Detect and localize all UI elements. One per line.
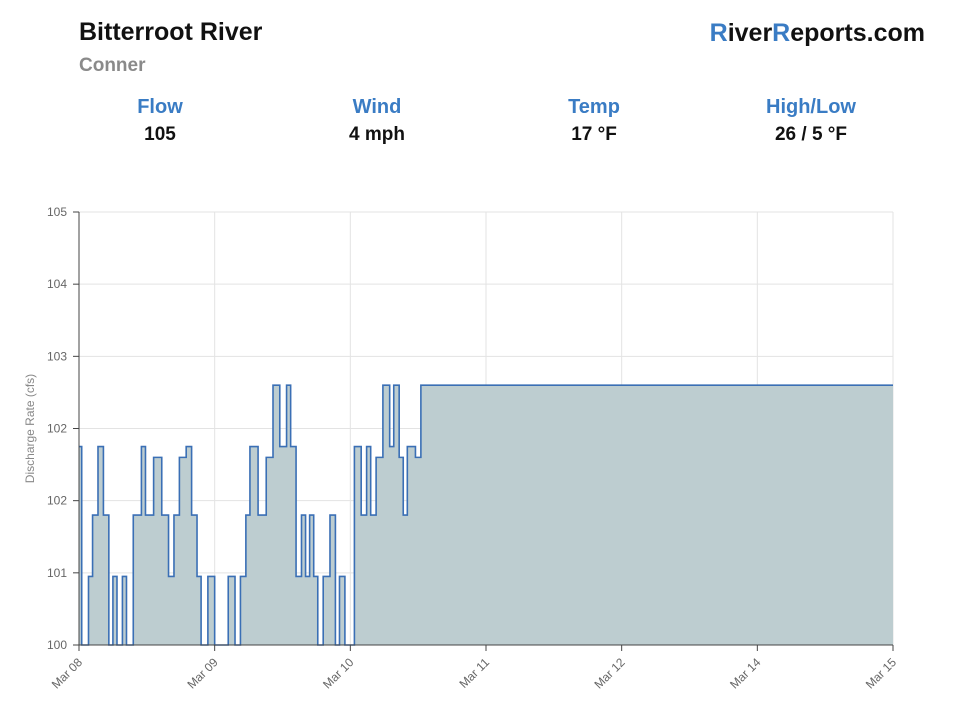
- stat-temp: Temp 17 °F: [494, 96, 694, 146]
- x-tick-label: Mar 11: [456, 655, 492, 691]
- stat-flow-label: Flow: [137, 96, 183, 118]
- x-tick-label: Mar 08: [49, 655, 86, 692]
- stat-flow-value: 105: [144, 124, 176, 145]
- stat-wind-label: Wind: [352, 96, 402, 118]
- brand-text-eports: eports.com: [790, 19, 925, 47]
- brand-letter-r1: R: [709, 19, 728, 47]
- y-tick-label: 102: [47, 494, 67, 508]
- stat-wind-value: 4 mph: [349, 124, 405, 145]
- brand-text-iver: iver: [727, 19, 773, 47]
- y-tick-label: 100: [47, 638, 67, 652]
- stat-temp-value: 17 °F: [571, 124, 617, 145]
- y-tick-label: 104: [47, 277, 67, 291]
- brand-letter-r2: R: [772, 19, 791, 47]
- y-tick-label: 101: [47, 566, 67, 580]
- stat-wind: Wind 4 mph: [277, 96, 477, 146]
- stat-flow: Flow 105: [60, 96, 260, 146]
- stat-highlow: High/Low 26 / 5 °F: [711, 96, 911, 146]
- x-tick-label: Mar 15: [863, 655, 900, 692]
- stat-highlow-value: 26 / 5 °F: [774, 124, 848, 145]
- discharge-area: [79, 385, 893, 645]
- stat-highlow-label: High/Low: [766, 96, 856, 118]
- stat-temp-label: Temp: [568, 96, 620, 118]
- river-title: Bitterroot River: [79, 18, 263, 46]
- x-tick-label: Mar 10: [320, 655, 357, 692]
- x-tick-label: Mar 09: [184, 655, 221, 692]
- y-tick-label: 105: [47, 205, 67, 219]
- brand-logo[interactable]: RiverReports.com: [710, 19, 925, 48]
- y-tick-label: 102: [47, 422, 67, 436]
- x-tick-label: Mar 12: [591, 655, 628, 692]
- y-axis-title: Discharge Rate (cfs): [23, 374, 37, 483]
- location-subtitle: Conner: [79, 55, 146, 76]
- y-tick-label: 103: [47, 349, 67, 363]
- discharge-line: [79, 384, 893, 646]
- x-tick-label: Mar 14: [727, 655, 764, 692]
